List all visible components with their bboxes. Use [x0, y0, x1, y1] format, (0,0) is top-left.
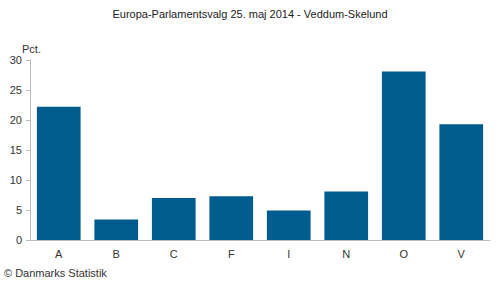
svg-text:10: 10 [10, 174, 22, 186]
svg-text:20: 20 [10, 114, 22, 126]
svg-text:C: C [170, 248, 178, 260]
svg-text:25: 25 [10, 84, 22, 96]
svg-text:I: I [287, 248, 290, 260]
svg-text:F: F [228, 248, 235, 260]
svg-text:B: B [113, 248, 120, 260]
svg-text:30: 30 [10, 54, 22, 66]
svg-text:O: O [399, 248, 408, 260]
svg-text:Pct.: Pct. [22, 43, 41, 55]
svg-text:V: V [458, 248, 466, 260]
svg-text:5: 5 [16, 204, 22, 216]
svg-text:N: N [342, 248, 350, 260]
svg-text:15: 15 [10, 144, 22, 156]
svg-text:A: A [55, 248, 63, 260]
svg-text:Europa-Parlamentsvalg 25. maj: Europa-Parlamentsvalg 25. maj 2014 - Ved… [112, 8, 387, 20]
svg-text:0: 0 [16, 234, 22, 246]
svg-text:© Danmarks Statistik: © Danmarks Statistik [4, 267, 107, 279]
